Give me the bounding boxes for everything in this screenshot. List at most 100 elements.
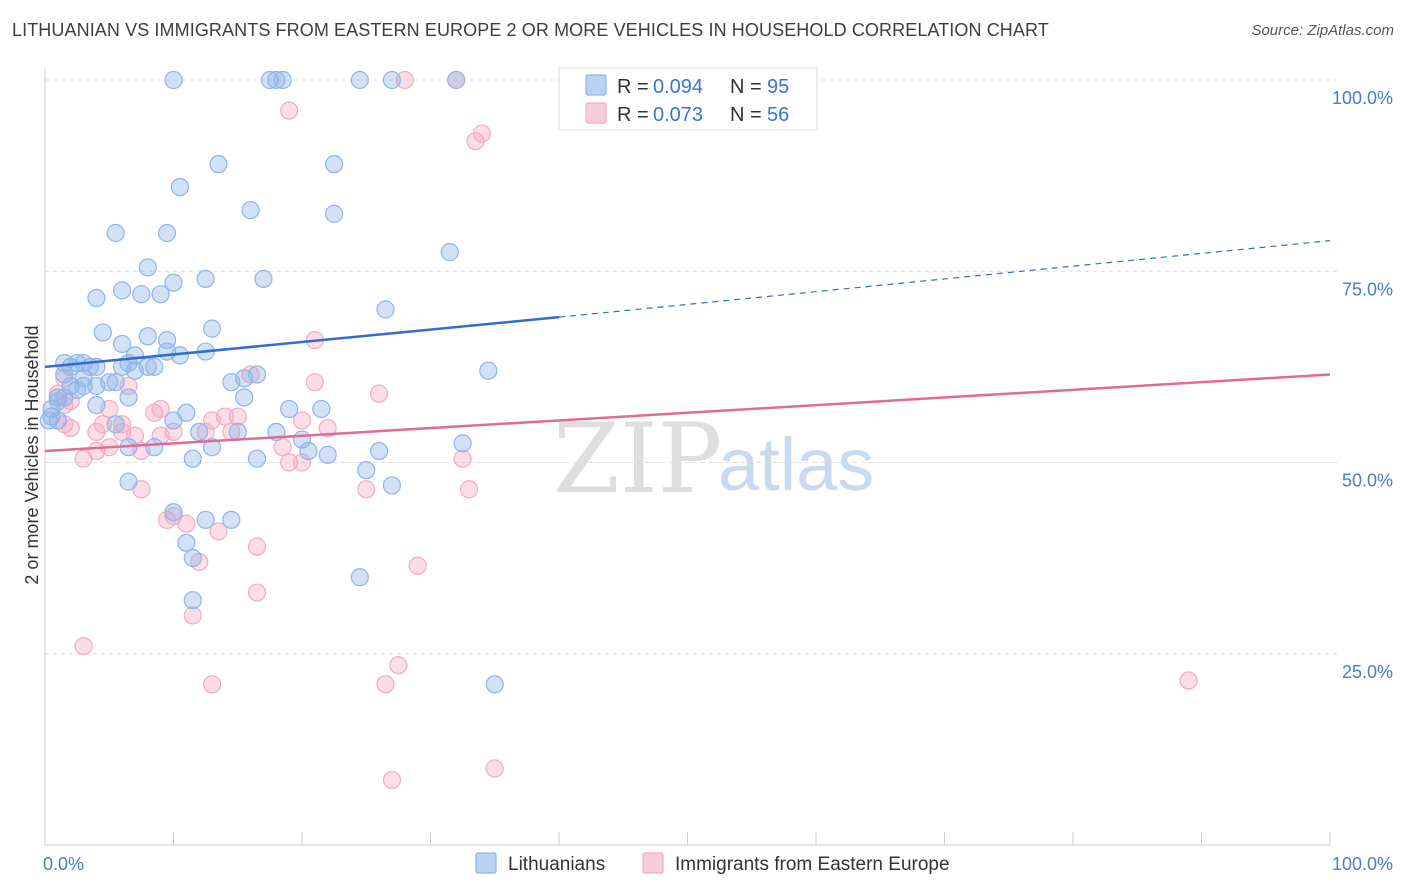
chart-source: Source: ZipAtlas.com xyxy=(1251,22,1394,39)
lithuanians-point xyxy=(164,70,183,90)
lithuanians-point xyxy=(68,380,87,399)
legend-swatch-lithuanians xyxy=(585,74,607,96)
series-lithuanians-points xyxy=(39,70,504,694)
lithuanians-point xyxy=(39,411,58,430)
immigrants-point xyxy=(273,438,292,457)
immigrants-point xyxy=(125,426,145,445)
gridlines xyxy=(45,79,1340,655)
lithuanians-point xyxy=(485,675,504,694)
lithuanians-point xyxy=(260,70,279,90)
immigrants-point xyxy=(382,770,402,790)
lithuanians-point xyxy=(196,510,215,529)
immigrants-point xyxy=(292,411,312,430)
immigrants-point xyxy=(177,514,196,533)
immigrants-point xyxy=(395,70,414,90)
lithuanians-point xyxy=(209,155,228,174)
lithuanians-point xyxy=(145,438,164,457)
lithuanians-point xyxy=(164,411,183,430)
immigrants-point xyxy=(87,422,106,441)
lithuanians-point xyxy=(280,399,299,419)
immigrants-point xyxy=(202,411,222,430)
immigrants-point xyxy=(280,101,299,120)
immigrants-point xyxy=(485,759,504,778)
lithuanians-point xyxy=(440,243,459,262)
legend-swatch-immigrants xyxy=(585,102,607,124)
x-tick-label-max: 100.0% xyxy=(1332,854,1393,874)
immigrants-point xyxy=(466,132,485,151)
lithuanians-point xyxy=(106,373,125,392)
legend-r-value-immigrants: 0.073 xyxy=(653,104,703,126)
immigrants-point xyxy=(370,384,389,403)
immigrants-point xyxy=(247,537,267,556)
lithuanians-point xyxy=(376,300,395,319)
lithuanians-point xyxy=(312,399,331,419)
immigrants-point xyxy=(318,418,337,438)
immigrants-point xyxy=(376,675,395,694)
legend-n-value-lithuanians: 95 xyxy=(767,76,789,98)
immigrants-point xyxy=(74,636,93,656)
lithuanians-point xyxy=(119,472,138,491)
lithuanians-trend-line-extension xyxy=(558,240,1331,318)
lithuanians-point xyxy=(370,441,389,461)
lithuanians-point xyxy=(138,327,157,346)
bottom-legend-swatch-immigrants xyxy=(642,852,664,874)
lithuanians-point xyxy=(100,373,119,392)
legend-r-label-immigrants: R = xyxy=(617,104,649,126)
y-tick-label: 100.0% xyxy=(1332,88,1393,108)
y-tick-labels: 25.0% 50.0% 75.0% 100.0% xyxy=(1332,88,1393,682)
lithuanians-point xyxy=(235,388,254,407)
legend-n-label-immigrants: N = xyxy=(730,104,762,126)
lithuanians-point xyxy=(318,445,337,464)
lithuanians-point xyxy=(196,269,215,288)
lithuanians-point xyxy=(42,399,61,419)
immigrants-point xyxy=(389,656,408,675)
y-tick-label: 75.0% xyxy=(1342,279,1393,299)
immigrants-point xyxy=(1179,671,1198,690)
immigrants-point xyxy=(151,399,170,419)
bottom-legend-label-lithuanians: Lithuanians xyxy=(508,854,605,875)
series-immigrants-points xyxy=(48,70,1198,790)
watermark-zip: ZIP xyxy=(553,403,722,515)
lithuanians-point xyxy=(382,70,402,90)
lithuanians-point xyxy=(382,476,402,495)
immigrants-point xyxy=(357,480,376,499)
immigrants-point xyxy=(408,556,427,575)
axes xyxy=(44,68,1331,846)
immigrants-point xyxy=(247,583,267,602)
x-tick-labels: 0.0% 100.0% xyxy=(43,854,1393,874)
watermark-atlas: atlas xyxy=(718,423,874,506)
immigrants-point xyxy=(453,449,472,468)
lithuanians-point xyxy=(106,223,125,243)
lithuanians-point xyxy=(222,510,241,529)
legend-n-label-lithuanians: N = xyxy=(730,76,762,98)
immigrants-point xyxy=(202,675,222,694)
legend-n-value-immigrants: 56 xyxy=(767,104,789,126)
lithuanians-point xyxy=(106,415,125,434)
y-tick-label: 25.0% xyxy=(1342,662,1393,682)
legend-box: R = 0.094 N = 95 R = 0.073 N = 56 xyxy=(558,67,818,131)
lithuanians-point xyxy=(157,223,177,243)
bottom-legend-swatch-lithuanians xyxy=(475,852,497,874)
lithuanians-point xyxy=(177,533,196,552)
lithuanians-point xyxy=(112,281,132,300)
lithuanians-point xyxy=(350,568,369,587)
lithuanians-point xyxy=(190,422,209,441)
lithuanians-point xyxy=(479,361,498,380)
bottom-legend-label-immigrants: Immigrants from Eastern Europe xyxy=(675,854,950,875)
immigrants-point xyxy=(183,606,202,625)
lithuanians-point xyxy=(299,441,318,461)
y-tick-label: 50.0% xyxy=(1342,471,1393,491)
lithuanians-point xyxy=(48,388,67,407)
lithuanians-point xyxy=(254,269,273,288)
lithuanians-point xyxy=(112,334,132,354)
lithuanians-point xyxy=(164,503,183,522)
lithuanians-point xyxy=(273,70,292,90)
lithuanians-point xyxy=(247,365,267,384)
trend-lines xyxy=(44,240,1331,453)
immigrants-point xyxy=(112,415,132,434)
lithuanians-point xyxy=(145,357,164,376)
immigrants-point xyxy=(280,453,299,472)
immigrants-point xyxy=(459,480,479,499)
immigrants-point xyxy=(305,373,324,392)
